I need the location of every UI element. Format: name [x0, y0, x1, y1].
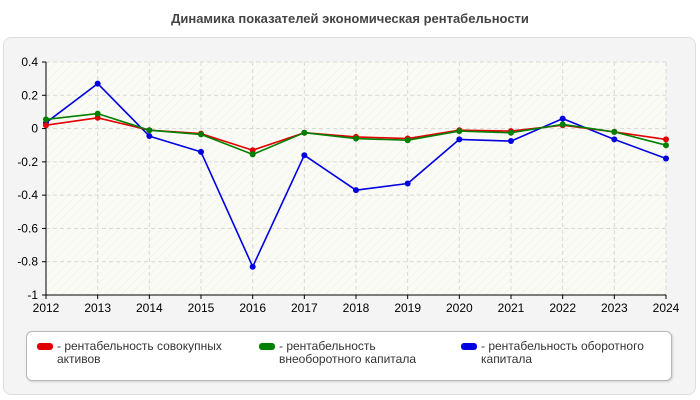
data-point[interactable]	[94, 80, 101, 87]
gridlines	[46, 61, 667, 295]
legend-item-total-assets[interactable]: - рентабельность совокупных активов	[37, 340, 247, 366]
data-point[interactable]	[508, 129, 514, 136]
x-tick-label: 2021	[498, 301, 525, 315]
data-point[interactable]	[198, 131, 204, 138]
data-point[interactable]	[456, 136, 463, 143]
data-point[interactable]	[611, 128, 618, 135]
y-tick-label: -1	[27, 288, 38, 302]
x-tick-label: 2015	[188, 301, 215, 315]
series-lines	[43, 80, 669, 270]
x-tick-label: 2023	[601, 301, 628, 315]
data-point[interactable]	[146, 127, 153, 134]
data-point[interactable]	[508, 138, 514, 145]
y-tick-label: 0	[31, 122, 38, 136]
x-tick-label: 2022	[549, 301, 576, 315]
data-point[interactable]	[249, 147, 256, 154]
y-tick-label: 0.2	[21, 88, 38, 102]
legend-item-fixed-capital[interactable]: - рентабельность внеоборотного капитала	[259, 340, 449, 366]
y-axis-ticks: 0.4 0.2 0 -0.2 -0.4 -0.6 -0.8 -1	[17, 55, 46, 302]
data-point[interactable]	[663, 136, 669, 143]
chart-title: Динамика показателей экономическая рента…	[171, 11, 529, 26]
legend-label: - рентабельность оборотного капитала	[481, 339, 644, 366]
data-point[interactable]	[404, 137, 411, 144]
legend-swatch-green	[259, 343, 275, 350]
data-point[interactable]	[43, 116, 49, 123]
x-tick-label: 2020	[446, 301, 473, 315]
x-tick-label: 2016	[239, 301, 266, 315]
legend-swatch-blue	[461, 343, 477, 350]
data-point[interactable]	[301, 129, 308, 136]
data-point[interactable]	[43, 122, 49, 129]
y-tick-label: -0.8	[17, 255, 38, 269]
data-point[interactable]	[456, 128, 463, 135]
x-tick-label: 2024	[653, 301, 680, 315]
data-point[interactable]	[559, 121, 566, 128]
y-tick-label: -0.4	[17, 188, 38, 202]
y-tick-label: -0.6	[17, 221, 38, 235]
x-tick-label: 2012	[33, 301, 60, 315]
data-point[interactable]	[353, 187, 359, 194]
data-point[interactable]	[663, 155, 669, 162]
data-point[interactable]	[249, 263, 256, 270]
x-tick-label: 2013	[84, 301, 111, 315]
data-point[interactable]	[146, 133, 153, 140]
data-point[interactable]	[559, 115, 566, 122]
data-point[interactable]	[404, 180, 411, 187]
data-point[interactable]	[301, 152, 308, 159]
x-tick-label: 2017	[291, 301, 318, 315]
data-point[interactable]	[663, 142, 669, 149]
data-point[interactable]	[94, 114, 101, 121]
data-point[interactable]	[198, 148, 204, 155]
x-tick-label: 2014	[136, 301, 163, 315]
x-tick-label: 2019	[394, 301, 421, 315]
data-point[interactable]	[249, 151, 256, 158]
data-point[interactable]	[94, 110, 101, 117]
legend-item-working-capital[interactable]: - рентабельность оборотного капитала	[461, 340, 666, 366]
legend-label: - рентабельность внеоборотного капитала	[279, 339, 416, 366]
legend-swatch-red	[37, 343, 53, 350]
data-point[interactable]	[353, 135, 359, 142]
y-tick-label: 0.4	[21, 55, 38, 69]
x-tick-label: 2018	[343, 301, 370, 315]
data-point[interactable]	[611, 136, 618, 143]
legend-label: - рентабельность совокупных активов	[57, 339, 222, 366]
y-tick-label: -0.2	[17, 155, 38, 169]
legend: - рентабельность совокупных активов - ре…	[26, 331, 672, 381]
x-axis-ticks: 2012 2013 2014 2015 2016 2017 2018 2019 2020 2021…	[33, 295, 680, 315]
